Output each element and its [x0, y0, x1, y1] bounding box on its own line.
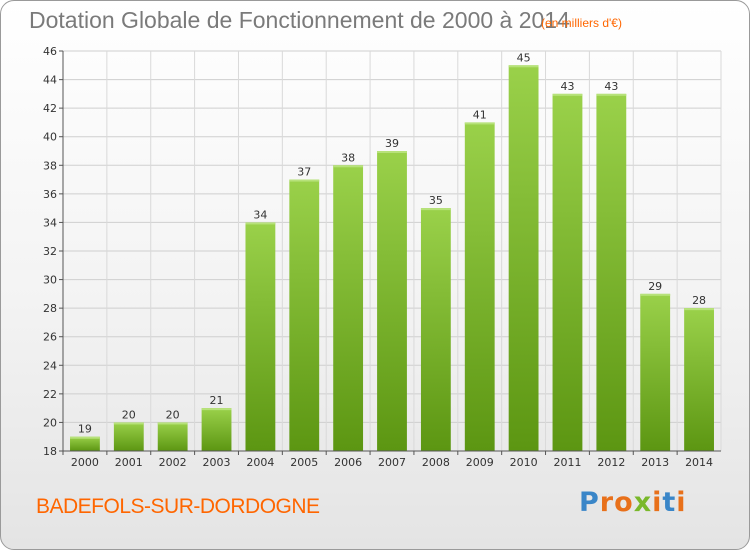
bar-value-label: 41 [473, 108, 487, 121]
bar-highlight [70, 436, 100, 439]
bar-value-label: 20 [166, 408, 180, 421]
y-tick-label: 18 [43, 445, 57, 458]
bar-highlight [508, 65, 539, 68]
bar [70, 436, 100, 451]
bar [333, 165, 364, 452]
proxiti-logo: Proxiti [579, 487, 687, 518]
y-tick-label: 42 [43, 102, 57, 115]
bar-highlight [245, 222, 276, 225]
chart-title: Dotation Globale de Fonctionnement de 20… [29, 7, 570, 33]
bar [640, 293, 671, 451]
x-tick-label: 2006 [334, 456, 362, 469]
bar-value-label: 38 [341, 151, 355, 164]
bar-value-label: 29 [648, 280, 662, 293]
bar-highlight [464, 122, 495, 125]
bar-value-label: 39 [385, 137, 399, 150]
bar-highlight [596, 93, 627, 96]
y-tick-label: 32 [43, 245, 57, 258]
y-tick-label: 20 [43, 416, 57, 429]
x-tick-label: 2007 [378, 456, 406, 469]
bar-value-label: 35 [429, 194, 443, 207]
x-tick-label: 2005 [290, 456, 318, 469]
logo-letter: o [614, 487, 634, 518]
commune-name: BADEFOLS-SUR-DORDOGNE [36, 495, 320, 518]
bar [464, 122, 495, 451]
logo-letter: t [662, 487, 677, 518]
y-tick-label: 22 [43, 388, 57, 401]
bar-value-label: 28 [692, 294, 706, 307]
bar [113, 422, 144, 451]
bar [684, 308, 714, 451]
bar [201, 408, 232, 451]
x-tick-label: 2012 [597, 456, 625, 469]
bar [157, 422, 188, 451]
x-tick-label: 2003 [203, 456, 231, 469]
bar-value-label: 34 [253, 208, 267, 221]
bar-highlight [684, 308, 714, 311]
bar-highlight [420, 208, 451, 211]
x-tick-label: 2013 [641, 456, 669, 469]
y-tick-label: 40 [43, 131, 57, 144]
y-tick-label: 38 [43, 159, 57, 172]
axes [59, 50, 721, 455]
y-tick-label: 24 [43, 359, 57, 372]
y-tick-label: 34 [43, 216, 57, 229]
x-tick-label: 2008 [422, 456, 450, 469]
bar-highlight [201, 408, 232, 411]
bar-highlight [377, 151, 407, 153]
bar [508, 65, 539, 452]
bar-value-label: 37 [297, 166, 311, 179]
y-tick-label: 26 [43, 331, 57, 344]
x-tick-label: 2011 [553, 456, 581, 469]
logo-letter: x [633, 487, 653, 518]
y-tick-label: 30 [43, 274, 57, 287]
x-tick-label: 2004 [246, 456, 274, 469]
logo-letter: i [676, 487, 687, 518]
bar [289, 179, 320, 452]
bar-highlight [157, 422, 188, 425]
bar-value-label: 43 [560, 80, 574, 93]
x-tick-label: 2014 [685, 456, 713, 469]
y-tick-label: 44 [43, 74, 57, 87]
x-tick-label: 2001 [115, 456, 143, 469]
bar-highlight [552, 93, 583, 96]
bar-value-label: 19 [78, 423, 92, 436]
bar [596, 93, 627, 451]
bar [420, 208, 451, 451]
y-tick-label: 28 [43, 302, 57, 315]
bar-value-label: 45 [517, 51, 531, 64]
x-tick-label: 2010 [510, 456, 538, 469]
y-tick-label: 46 [43, 45, 57, 58]
bar-value-label: 43 [604, 80, 618, 93]
x-tick-label: 2002 [159, 456, 187, 469]
labels: 18 20 22 24 26 28 30 32 34 36 38 40 42 44 46 19 2000 20 20… [43, 45, 713, 469]
chart-subtitle: (en milliers d'€) [541, 16, 622, 30]
bar-highlight [333, 165, 364, 168]
bars [70, 65, 714, 452]
bar [245, 222, 276, 451]
y-tick-label: 36 [43, 188, 57, 201]
bar-highlight [289, 179, 320, 182]
bar-highlight [640, 293, 671, 296]
x-tick-label: 2009 [466, 456, 494, 469]
x-tick-label: 2000 [71, 456, 99, 469]
bar [377, 151, 407, 451]
bar-highlight [113, 422, 144, 425]
bar-value-label: 20 [122, 408, 136, 421]
logo-letter: i [652, 487, 663, 518]
bar [552, 93, 583, 451]
logo-letter: P [579, 487, 600, 518]
logo-letter: r [599, 487, 615, 518]
bar-value-label: 21 [210, 394, 224, 407]
